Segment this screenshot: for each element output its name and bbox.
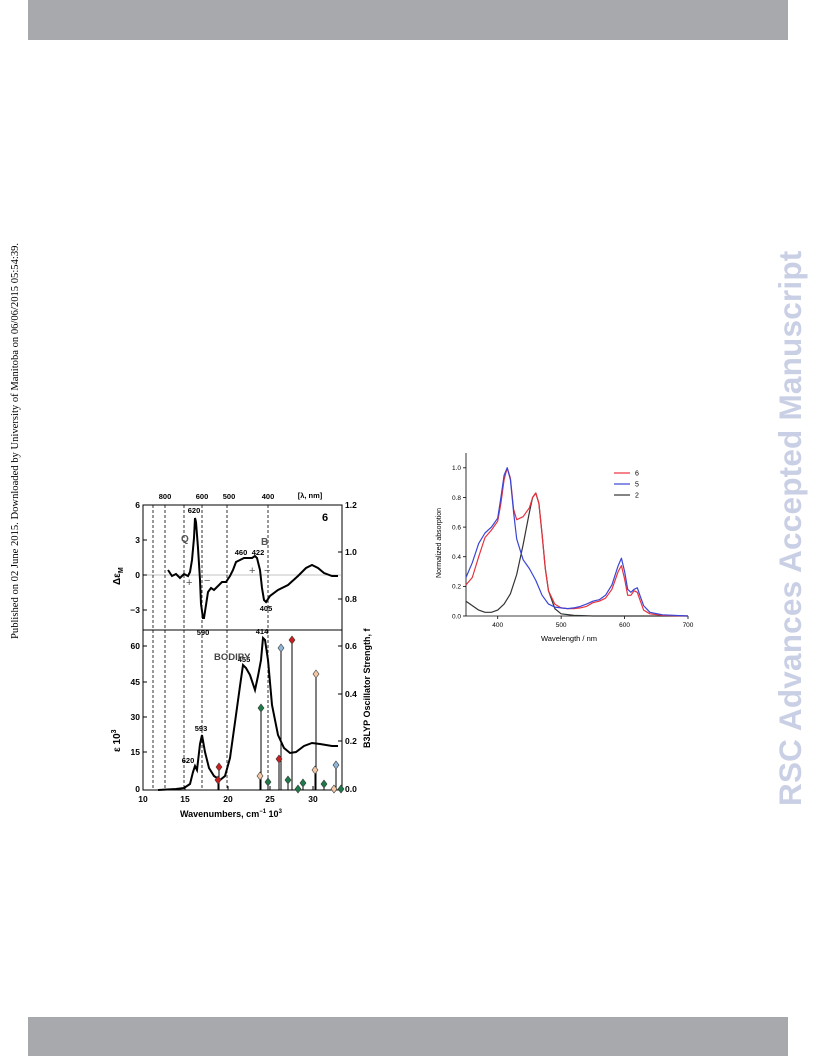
top-tick-400: 400 (262, 492, 275, 501)
series-line-6 (465, 467, 689, 617)
footer-band (28, 1017, 788, 1056)
mcd-peak-405: 405 (260, 604, 273, 613)
osc-tick-1.0: 1.0 (345, 547, 357, 557)
chart-y-tick-label: 0.8 (452, 495, 461, 502)
mcd-peak-620: 620 (188, 506, 201, 515)
chart-x-axis-title: Wavelength / nm (541, 634, 597, 643)
chart-x-tick-label: 400 (492, 622, 503, 629)
mcd-absorption-figure: 800 600 500 400 [λ, nm] 6 3 0 −3 60 45 3… (111, 491, 372, 819)
legend-label-6: 6 (635, 471, 639, 478)
chart-x-tick-label: 600 (619, 622, 630, 629)
abs-peak-593: 593 (195, 724, 208, 733)
mcd-peak-460: 460 (235, 548, 248, 557)
chart-axes: 400 500 600 700 0.0 0.2 0.4 0.6 0.8 1.0 (452, 453, 694, 629)
osc-tick-0.0: 0.0 (345, 784, 357, 794)
sign-plus-q: + (186, 577, 192, 589)
wavelength-gridlines (152, 505, 269, 790)
x-tick-30: 30 (308, 794, 318, 804)
top-axis-unit: [λ, nm] (298, 491, 323, 500)
sign-plus-b: + (249, 565, 255, 577)
chart-y-axis-title: Normalized absorption (436, 508, 443, 578)
top-tick-800: 800 (159, 492, 172, 501)
osc-tick-1.2: 1.2 (345, 500, 357, 510)
mcd-tick-0: 0 (135, 570, 140, 580)
osc-tick-0.6: 0.6 (345, 641, 357, 651)
mcd-y-axis-title: ΔεM (112, 567, 125, 585)
compound-label: 6 (322, 512, 328, 524)
absorption-spectrum (157, 635, 338, 791)
chart-x-tick-label: 500 (556, 622, 567, 629)
mcd-peak-590: 590 (197, 628, 210, 637)
chart-legend: 6 5 2 (614, 471, 639, 500)
mcd-peak-422: 422 (252, 548, 265, 557)
chart-y-tick-label: 0.2 (452, 584, 461, 591)
sign-minus-b: − (264, 565, 270, 577)
x-tick-25: 25 (265, 794, 275, 804)
abs-y-axis-title: ε 103 (111, 729, 123, 752)
figure-frame (142, 504, 343, 791)
abs-tick-0: 0 (135, 784, 140, 794)
chart-y-tick-label: 0.4 (452, 554, 461, 561)
x-tick-15: 15 (180, 794, 190, 804)
abs-tick-15: 15 (131, 747, 141, 757)
x-tick-10: 10 (138, 794, 148, 804)
abs-peak-620: 620 (182, 756, 195, 765)
sign-minus-q: − (204, 575, 210, 587)
x-axis-title: Wavenumbers, cm−1 103 (180, 809, 283, 819)
series-line-2 (465, 492, 688, 617)
mcd-tick-neg3: −3 (130, 605, 140, 615)
abs-tick-45: 45 (131, 677, 141, 687)
mcd-spectrum (167, 517, 338, 619)
chart-y-tick-label: 1.0 (452, 465, 461, 472)
mcd-tick-3: 3 (135, 535, 140, 545)
abs-tick-60: 60 (131, 641, 141, 651)
mcd-tick-6: 6 (135, 500, 140, 510)
abs-peak-455: 455 (238, 655, 251, 664)
chart-y-tick-label: 0.0 (452, 613, 461, 620)
chart-y-tick-label: 0.6 (452, 524, 461, 531)
series-line-5 (465, 467, 689, 617)
top-tick-600: 600 (196, 492, 209, 501)
chart-series (465, 467, 689, 617)
osc-tick-0.4: 0.4 (345, 689, 357, 699)
band-label-b: B (261, 537, 268, 548)
osc-tick-0.2: 0.2 (345, 736, 357, 746)
top-tick-500: 500 (223, 492, 236, 501)
oscillator-markers (214, 635, 345, 794)
legend-label-5: 5 (635, 482, 639, 489)
abs-peak-414: 414 (256, 627, 269, 636)
header-band (28, 0, 788, 40)
osc-axis-title: B3LYP Oscillator Strength, f (362, 627, 372, 748)
watermark-text: RSC Advances Accepted Manuscript (772, 250, 808, 806)
publication-note: Published on 02 June 2015. Downloaded by… (10, 242, 21, 639)
x-tick-20: 20 (223, 794, 233, 804)
band-label-q: Q (181, 534, 189, 545)
abs-tick-30: 30 (131, 712, 141, 722)
bodipy-label: BODIPY (214, 652, 251, 663)
chart-x-tick-label: 700 (683, 622, 694, 629)
normalized-absorption-chart: 400 500 600 700 0.0 0.2 0.4 0.6 0.8 1.0 6 5 2 Wavel… (436, 453, 694, 643)
osc-tick-0.8: 0.8 (345, 594, 357, 604)
legend-label-2: 2 (635, 493, 639, 500)
